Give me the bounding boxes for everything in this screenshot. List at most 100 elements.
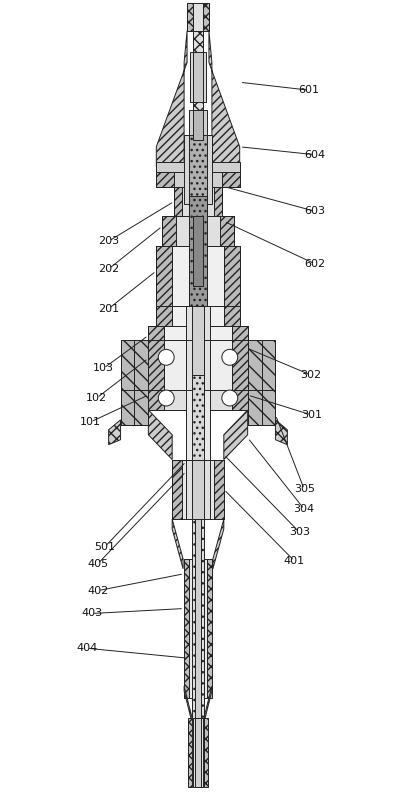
Bar [248,390,261,425]
Text: 404: 404 [76,643,97,654]
Bar [214,186,222,216]
Bar [184,559,189,698]
Polygon shape [156,30,187,166]
Text: 601: 601 [299,85,320,95]
Polygon shape [248,390,276,425]
Circle shape [158,350,174,366]
Bar [189,135,207,204]
Bar [135,341,148,390]
Bar [135,390,148,425]
Bar [261,390,276,425]
Text: 402: 402 [87,586,109,596]
Bar [120,341,148,390]
Bar [120,341,135,390]
Bar [120,390,148,425]
Bar [204,718,208,787]
Bar [193,110,203,140]
Bar [148,326,248,341]
Text: 401: 401 [284,556,305,566]
Polygon shape [213,519,224,569]
Text: 603: 603 [305,206,326,216]
Bar [120,390,135,425]
Bar [156,246,240,306]
Polygon shape [184,686,192,722]
Bar [189,197,207,306]
Bar [195,519,201,718]
Bar [156,306,172,326]
Polygon shape [224,410,248,459]
Bar [189,110,207,140]
Text: 301: 301 [301,410,322,420]
Polygon shape [109,420,120,445]
Bar [148,326,164,341]
Bar [186,341,210,390]
Polygon shape [276,420,287,445]
Bar [172,459,224,519]
Bar [172,246,224,306]
Text: 201: 201 [98,304,119,314]
Bar [193,718,203,787]
Bar [193,3,203,30]
Bar [189,246,207,306]
Bar [261,341,276,390]
Circle shape [222,350,238,366]
Bar [172,459,182,519]
Bar [203,559,207,698]
Bar [232,390,248,410]
Bar [224,306,240,326]
Bar [193,30,203,135]
Bar [172,306,224,326]
Text: 202: 202 [98,264,119,274]
Text: 305: 305 [294,484,315,494]
Bar [189,166,207,246]
Bar [186,330,210,485]
Circle shape [158,390,174,406]
Text: 403: 403 [81,609,102,618]
Bar [164,326,232,341]
Bar [224,246,240,306]
Bar [193,53,203,102]
Text: 102: 102 [86,393,107,403]
Bar [148,390,164,410]
Bar [192,519,204,718]
Bar [156,172,174,186]
Bar [156,246,172,306]
Bar [148,390,248,410]
Text: 203: 203 [98,236,119,246]
Text: 405: 405 [87,559,108,569]
Polygon shape [148,410,172,459]
Bar [220,216,234,246]
Text: 604: 604 [305,150,326,160]
Circle shape [222,390,238,406]
Bar [184,142,212,166]
Bar [189,559,193,698]
Text: 302: 302 [301,370,322,380]
Bar [207,559,212,698]
Bar [192,306,204,375]
Polygon shape [120,390,148,425]
Bar [193,166,203,246]
Bar [174,186,222,216]
Polygon shape [172,519,183,569]
Text: 501: 501 [94,542,115,552]
Bar [148,341,248,390]
Bar [156,162,240,172]
Bar [248,341,276,390]
Text: 602: 602 [305,259,326,269]
Bar [186,459,210,519]
Bar [193,216,203,286]
Polygon shape [209,30,240,166]
Bar [203,3,209,30]
Text: 304: 304 [294,504,315,514]
Bar [214,459,224,519]
Bar [248,390,276,425]
Bar [188,718,192,787]
Bar [148,341,164,390]
Bar [184,135,212,204]
Bar [192,459,204,519]
Text: 103: 103 [93,363,114,374]
Bar [195,718,201,787]
Text: 101: 101 [80,417,101,427]
Bar [174,186,182,216]
Text: 303: 303 [289,527,310,537]
